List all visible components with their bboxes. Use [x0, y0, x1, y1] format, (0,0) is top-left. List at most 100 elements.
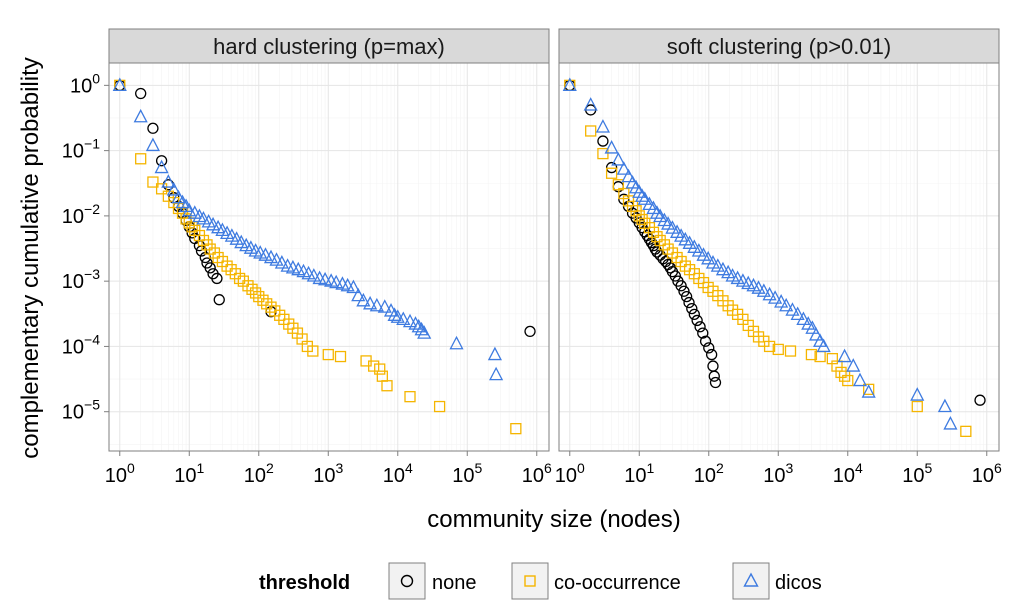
data-point-dicos	[637, 191, 652, 205]
data-point-none	[597, 135, 609, 147]
data-point-cooccurrence	[135, 153, 147, 165]
data-point-none	[678, 285, 690, 297]
data-point-dicos	[449, 335, 464, 350]
data-point-cooccurrence	[784, 345, 797, 357]
data-point-cooccurrence	[433, 400, 446, 413]
data-point-cooccurrence	[322, 348, 334, 361]
data-point-cooccurrence	[374, 363, 386, 375]
data-point-dicos	[263, 249, 279, 264]
data-point-none	[974, 394, 986, 406]
data-point-dicos	[154, 159, 169, 174]
x-tick-label: 106	[972, 460, 1002, 487]
data-point-cooccurrence	[221, 260, 233, 272]
data-point-cooccurrence	[960, 425, 972, 438]
data-point-dicos	[346, 279, 361, 294]
data-point-dicos	[611, 152, 626, 166]
x-tick-label: 100	[555, 460, 585, 487]
data-point-cooccurrence	[763, 340, 776, 353]
y-tick-label: 10−5	[62, 397, 100, 424]
data-point-cooccurrence	[658, 239, 671, 251]
legend-title: threshold	[259, 572, 350, 594]
data-point-cooccurrence	[835, 366, 847, 379]
data-point-dicos	[790, 306, 805, 321]
data-point-dicos	[937, 398, 952, 413]
x-tick-label: 103	[313, 460, 343, 487]
data-point-dicos	[665, 220, 680, 234]
x-tick-label: 102	[694, 460, 724, 487]
x-tick-label: 102	[244, 460, 274, 487]
data-point-dicos	[796, 311, 811, 325]
data-point-cooccurrence	[180, 213, 192, 225]
data-point-cooccurrence	[242, 280, 254, 292]
data-point-cooccurrence	[201, 239, 213, 251]
data-point-cooccurrence	[334, 350, 347, 363]
data-point-dicos	[701, 250, 716, 265]
data-point-cooccurrence	[381, 380, 393, 392]
data-point-dicos	[318, 271, 333, 286]
data-point-dicos	[809, 327, 824, 341]
data-point-cooccurrence	[265, 301, 277, 313]
data-point-none	[688, 308, 700, 321]
x-tick-label: 104	[833, 460, 863, 487]
data-point-dicos	[417, 325, 432, 339]
data-point-dicos	[487, 346, 502, 361]
data-point-none	[213, 294, 225, 306]
data-point-cooccurrence	[257, 294, 269, 306]
legend-symbol-cooccurrence	[524, 575, 536, 587]
data-point-none	[147, 122, 159, 134]
data-point-dicos	[402, 313, 418, 328]
data-point-dicos	[411, 318, 426, 333]
data-point-cooccurrence	[605, 167, 618, 179]
plot-panel-soft: 100 101 102 103 104 105 106	[555, 62, 1002, 487]
data-point-none	[709, 376, 722, 389]
data-point-dicos	[837, 348, 852, 363]
panel-strip-left	[108, 28, 550, 64]
data-point-dicos	[816, 338, 831, 353]
data-point-dicos	[943, 416, 958, 430]
data-point-cooccurrence	[651, 231, 663, 243]
data-point-none	[155, 155, 168, 167]
legend-symbol-none	[400, 574, 414, 588]
y-axis-title: complementary cumulative probability	[17, 57, 44, 459]
data-point-dicos	[377, 299, 392, 313]
data-point-cooccurrence	[805, 348, 818, 361]
data-point-dicos	[369, 297, 384, 312]
data-point-cooccurrence	[662, 243, 674, 255]
data-point-dicos	[269, 252, 284, 266]
panel-background	[559, 63, 999, 451]
data-point-dicos	[562, 77, 577, 92]
data-point-dicos	[145, 137, 160, 152]
data-point-dicos	[489, 366, 504, 381]
data-point-dicos	[852, 372, 868, 387]
y-tick-label: 10−3	[62, 266, 100, 293]
data-point-dicos	[363, 295, 378, 310]
data-point-dicos	[785, 302, 800, 316]
data-point-none	[605, 161, 618, 174]
data-point-dicos	[649, 205, 665, 219]
data-point-none	[703, 342, 715, 354]
data-point-dicos	[196, 210, 211, 225]
y-tick-label: 10−2	[62, 201, 100, 228]
data-point-dicos	[583, 97, 598, 111]
legend-key-dicos	[732, 562, 770, 600]
data-point-none	[691, 314, 703, 327]
data-point-dicos	[805, 320, 820, 334]
data-point-dicos	[387, 307, 402, 321]
data-point-cooccurrence	[186, 221, 198, 233]
x-axis-title: community size (nodes)	[427, 506, 680, 533]
data-point-none	[651, 246, 663, 258]
legend-key-cooccurrence	[511, 562, 549, 600]
data-point-dicos	[258, 247, 273, 261]
data-point-dicos	[351, 287, 366, 302]
data-point-dicos	[408, 316, 423, 330]
data-point-dicos	[910, 387, 925, 401]
data-point-cooccurrence	[772, 343, 784, 356]
x-tick-label: 100	[105, 460, 135, 487]
data-point-dicos	[715, 261, 731, 276]
data-point-dicos	[616, 161, 631, 175]
panel-border	[108, 62, 550, 452]
data-point-dicos	[595, 119, 610, 133]
data-point-dicos	[133, 108, 148, 123]
panel-background	[109, 63, 549, 451]
